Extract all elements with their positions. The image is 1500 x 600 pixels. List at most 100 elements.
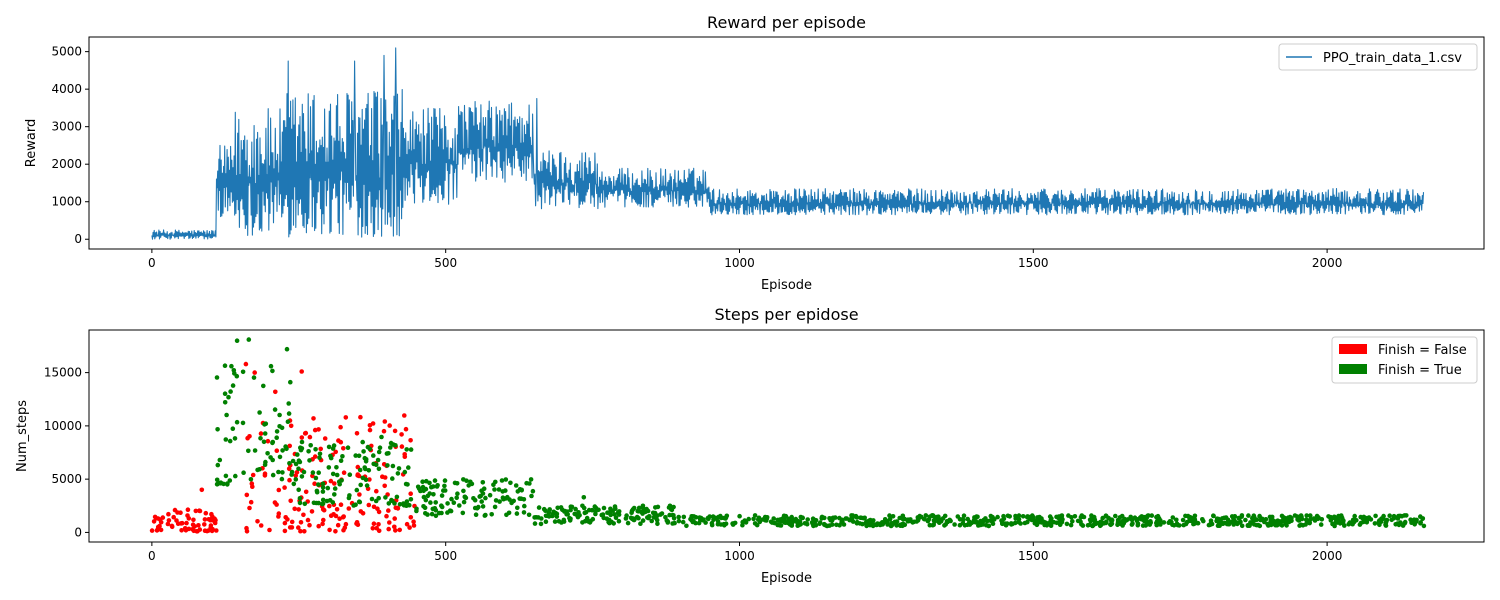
point-finish-true: [755, 517, 761, 522]
point-finish-true: [1130, 521, 1135, 526]
point-finish-true: [819, 516, 824, 521]
point-finish-true: [723, 516, 728, 521]
point-finish-true: [257, 410, 262, 415]
point-finish-true: [960, 520, 966, 526]
point-finish-false: [202, 522, 207, 527]
point-finish-true: [1113, 513, 1118, 519]
point-finish-true: [268, 363, 274, 369]
point-finish-true: [328, 453, 333, 459]
point-finish-true: [890, 514, 896, 519]
point-finish-true: [369, 496, 375, 502]
point-finish-true: [234, 419, 240, 425]
point-finish-true: [1181, 522, 1186, 528]
point-finish-true: [272, 407, 278, 412]
point-finish-true: [246, 337, 252, 342]
reward-x-tick-label: 500: [434, 256, 457, 270]
point-finish-true: [1166, 520, 1172, 525]
point-finish-true: [631, 505, 637, 511]
point-finish-true: [489, 512, 495, 517]
point-finish-true: [1049, 516, 1054, 521]
point-finish-true: [234, 338, 240, 344]
point-finish-true: [513, 483, 519, 488]
point-finish-true: [357, 467, 363, 473]
point-finish-true: [449, 496, 454, 502]
point-finish-true: [923, 513, 929, 518]
point-finish-true: [684, 523, 689, 529]
point-finish-true: [676, 514, 681, 520]
reward-series-line: [151, 47, 1425, 240]
point-finish-true: [1201, 518, 1206, 524]
point-finish-true: [1174, 517, 1179, 523]
reward-legend: PPO_train_data_1.csv: [1278, 43, 1478, 71]
point-finish-true: [605, 510, 610, 515]
point-finish-true: [1147, 522, 1153, 527]
point-finish-true: [284, 446, 289, 452]
point-finish-true: [922, 516, 927, 522]
point-finish-true: [529, 493, 534, 499]
point-finish-true: [214, 482, 220, 487]
point-finish-false: [299, 435, 305, 440]
point-finish-false: [384, 513, 389, 519]
point-finish-true: [1282, 516, 1288, 521]
point-finish-false: [292, 506, 298, 512]
point-finish-true: [1396, 513, 1401, 519]
point-finish-true: [258, 436, 263, 441]
point-finish-true: [1048, 520, 1054, 526]
point-finish-true: [218, 480, 224, 486]
point-finish-true: [737, 513, 742, 519]
point-finish-true: [945, 519, 950, 525]
point-finish-true: [346, 495, 352, 501]
point-finish-true: [480, 480, 486, 485]
point-finish-true: [262, 422, 267, 427]
point-finish-false: [309, 509, 315, 514]
point-finish-true: [533, 515, 539, 520]
point-finish-true: [379, 434, 384, 440]
point-finish-false: [393, 505, 399, 511]
point-finish-true: [581, 505, 587, 511]
point-finish-false: [328, 478, 334, 484]
point-finish-false: [331, 512, 336, 517]
point-finish-true: [718, 513, 723, 519]
reward-chart-title: Reward per episode: [707, 13, 866, 32]
point-finish-true: [1308, 513, 1313, 518]
point-finish-false: [208, 517, 213, 523]
point-finish-true: [286, 401, 292, 406]
point-finish-true: [499, 478, 505, 483]
point-finish-true: [457, 503, 462, 508]
point-finish-true: [1068, 522, 1074, 528]
point-finish-true: [1058, 513, 1064, 519]
point-finish-true: [509, 500, 514, 506]
point-finish-true: [297, 500, 303, 506]
point-finish-true: [681, 514, 687, 520]
point-finish-false: [174, 518, 179, 523]
point-finish-true: [1395, 521, 1400, 526]
point-finish-true: [1030, 516, 1036, 522]
point-finish-true: [1239, 523, 1245, 529]
point-finish-false: [274, 448, 280, 454]
point-finish-false: [191, 517, 196, 523]
point-finish-false: [288, 498, 294, 504]
point-finish-true: [1352, 513, 1357, 519]
point-finish-false: [296, 507, 302, 512]
point-finish-false: [402, 452, 408, 457]
point-finish-false: [303, 430, 309, 436]
point-finish-false: [210, 514, 215, 520]
steps-x-axis-label: Episode: [761, 571, 812, 586]
point-finish-true: [320, 501, 326, 506]
point-finish-true: [385, 463, 390, 468]
point-finish-false: [399, 432, 404, 437]
point-finish-true: [982, 518, 987, 523]
point-finish-true: [347, 472, 353, 478]
point-finish-true: [227, 438, 233, 444]
point-finish-true: [223, 473, 229, 479]
point-finish-false: [346, 506, 352, 511]
point-finish-false: [244, 525, 249, 531]
point-finish-true: [592, 504, 598, 509]
point-finish-true: [483, 495, 488, 501]
point-finish-true: [952, 522, 957, 527]
point-finish-true: [601, 505, 607, 511]
point-finish-true: [1104, 519, 1109, 524]
point-finish-true: [360, 439, 366, 445]
steps-y-tick-label: 5000: [51, 472, 82, 486]
point-finish-true: [302, 501, 308, 507]
